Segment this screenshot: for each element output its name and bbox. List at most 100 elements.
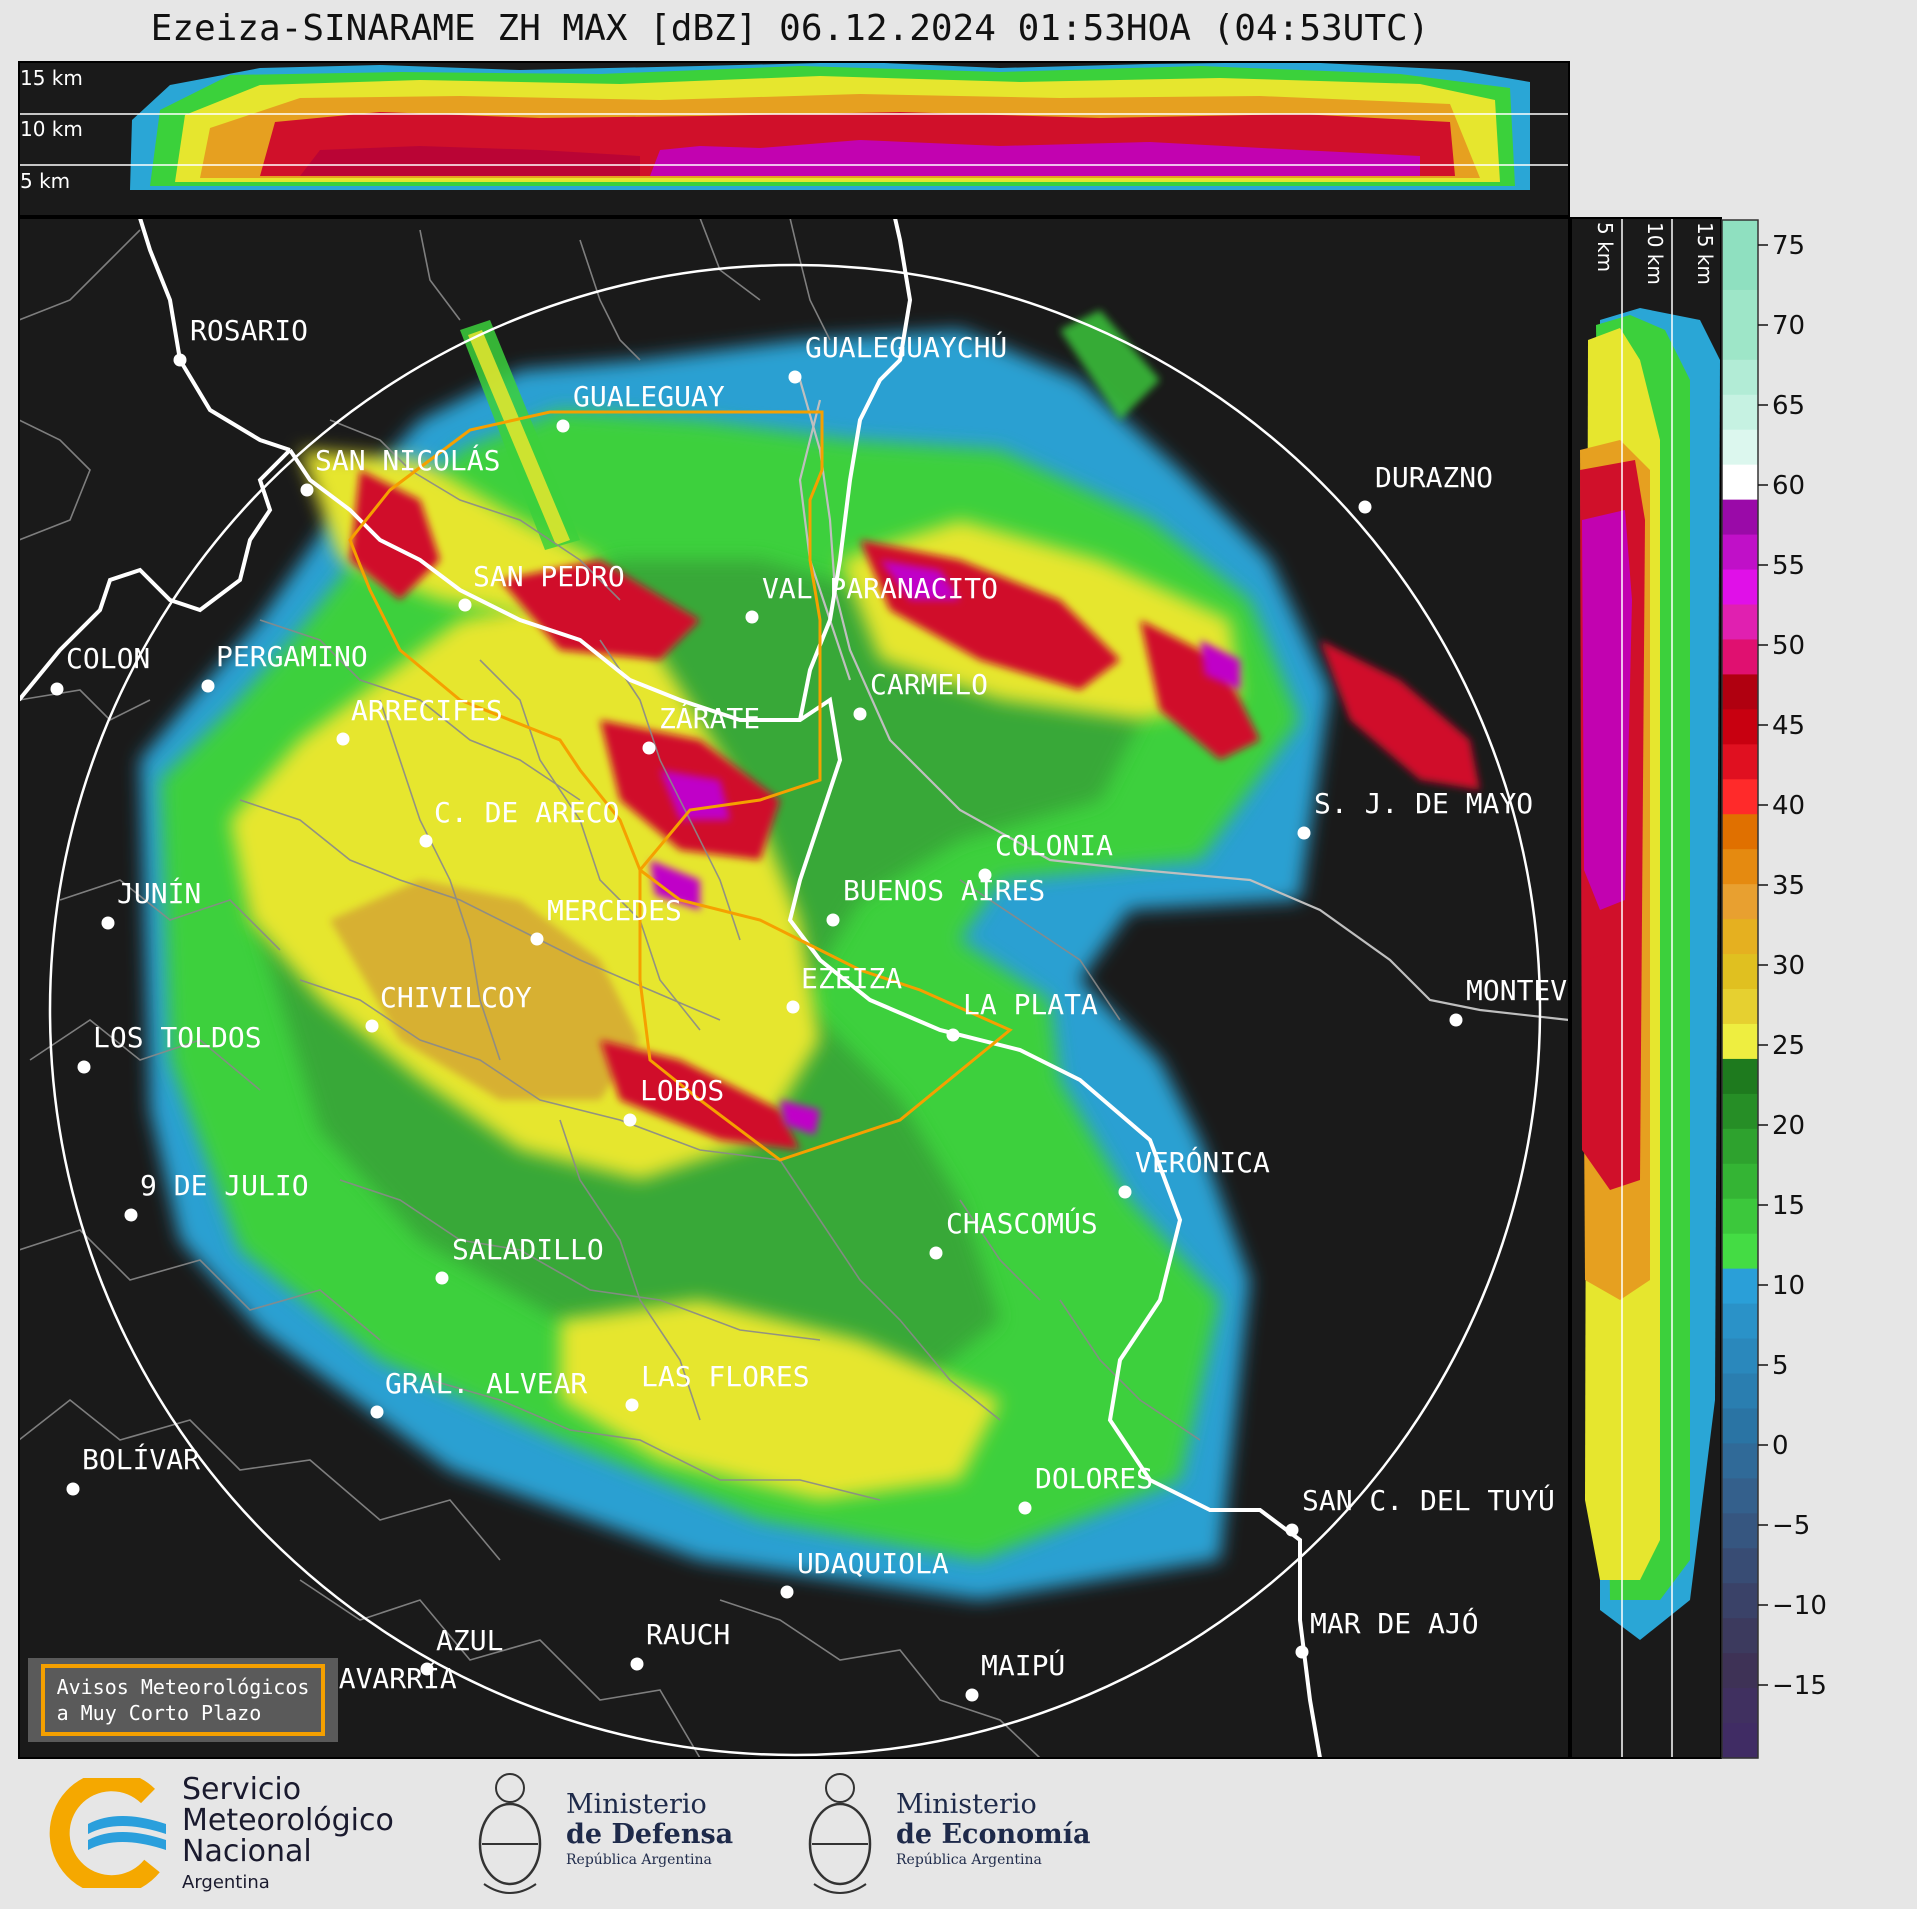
side-height-15km: 15 km (1693, 222, 1717, 285)
city-marker (786, 1000, 800, 1014)
city-marker (1449, 1013, 1463, 1027)
colorbar-swatch (1722, 1198, 1758, 1235)
side-height-10km: 10 km (1643, 222, 1667, 285)
city-label: DOLORES (1035, 1462, 1153, 1495)
city-label: GRAL. ALVEAR (385, 1367, 587, 1400)
city-label: CARMELO (870, 668, 988, 701)
colorbar-swatch (1722, 1338, 1758, 1375)
city-marker (853, 707, 867, 721)
colorbar-tick-label: 40 (1772, 791, 1805, 821)
colorbar-swatch (1722, 1373, 1758, 1410)
economia-line-3: República Argentina (896, 1852, 1042, 1868)
colorbar-swatch (1722, 1093, 1758, 1130)
colorbar-swatch (1722, 1723, 1758, 1759)
city-marker (66, 1482, 80, 1496)
side-cross-section-panel: 5 km 10 km 15 km (1570, 217, 1722, 1759)
colorbar-swatch (1722, 569, 1758, 606)
colorbar-tick-label: 30 (1772, 951, 1805, 981)
colorbar-swatch (1722, 1653, 1758, 1689)
colorbar-swatch (1722, 1688, 1758, 1724)
city-marker (300, 483, 314, 497)
warning-line-1: Avisos Meteorológicos (56, 1675, 310, 1699)
city-label: JUNÍN (117, 876, 201, 910)
city-label: ROSARIO (190, 314, 308, 347)
map-title: Ezeiza-SINARAME ZH MAX [dBZ] 06.12.2024 … (150, 8, 1430, 49)
city-label: SALADILLO (452, 1233, 604, 1266)
colorbar-swatch (1722, 1023, 1758, 1060)
city-marker (1018, 1501, 1032, 1515)
smn-line-1: Servicio (182, 1772, 302, 1807)
city-label: PERGAMINO (216, 640, 368, 673)
city-marker (1295, 1645, 1309, 1659)
footer-logos: Servicio Meteorológico Nacional Argentin… (0, 1760, 1917, 1909)
city-marker (946, 1028, 960, 1042)
top-height-5km: 5 km (20, 169, 70, 193)
colorbar-swatch (1722, 1548, 1758, 1584)
colorbar-swatch (1722, 919, 1758, 955)
colorbar-tick-label: 25 (1772, 1031, 1805, 1061)
city-marker (630, 1657, 644, 1671)
colorbar-swatch (1722, 1408, 1758, 1444)
defensa-shield-icon (470, 1766, 550, 1902)
city-label: CHASCOMÚS (946, 1206, 1098, 1240)
smn-emblem-icon (49, 1771, 166, 1896)
colorbar-swatch (1722, 604, 1758, 641)
radar-map-panel: ROSARIO GUALEGUAYCHÚ GUALEGUAY SAN NICOLÁS D… (18, 217, 1570, 1759)
city-marker (623, 1113, 637, 1127)
city-marker (101, 916, 115, 930)
city-marker (419, 834, 433, 848)
city-marker (780, 1585, 794, 1599)
colorbar-tick-label: 50 (1772, 631, 1805, 661)
smn-line-4: Argentina (182, 1872, 270, 1893)
smn-logo (48, 1771, 168, 1896)
colorbar-tick-label: 60 (1772, 471, 1805, 501)
economia-line-2: de Economía (896, 1819, 1091, 1850)
city-marker (458, 598, 472, 612)
city-marker (365, 1019, 379, 1033)
colorbar-swatch (1722, 709, 1758, 745)
city-marker (556, 419, 570, 433)
city-label: EZEIZA (801, 962, 902, 995)
colorbar-swatch (1722, 220, 1758, 256)
colorbar-swatch (1722, 1303, 1758, 1340)
city-marker (1118, 1185, 1132, 1199)
city-marker (978, 868, 992, 882)
city-marker (173, 353, 187, 367)
colorbar-swatch (1722, 1443, 1758, 1479)
colorbar-swatch (1722, 1583, 1758, 1619)
top-height-15km: 15 km (20, 66, 83, 90)
colorbar-swatch (1722, 1618, 1758, 1654)
city-label: MONTEV (1466, 974, 1567, 1007)
colorbar-swatch (1722, 954, 1758, 990)
city-marker (530, 932, 544, 946)
colorbar-swatch (1722, 499, 1758, 536)
city-label: MAR DE AJÓ (1310, 1606, 1479, 1640)
city-label: MERCEDES (547, 894, 682, 927)
colorbar-tick-label: 15 (1772, 1191, 1805, 1221)
colorbar-swatch (1722, 429, 1758, 466)
city-marker (435, 1271, 449, 1285)
colorbar-swatch (1722, 1268, 1758, 1305)
warning-legend: Avisos Meteorológicos a Muy Corto Plazo (28, 1658, 338, 1742)
defensa-logo-text: Ministerio de Defensa República Argentin… (566, 1790, 733, 1870)
colorbar-swatch (1722, 814, 1758, 850)
smn-line-3: Nacional (182, 1834, 312, 1869)
city-label: GUALEGUAYCHÚ (805, 330, 1007, 364)
colorbar-tick-label: −5 (1772, 1511, 1810, 1541)
colorbar-swatch (1722, 464, 1758, 501)
colorbar-swatch (1722, 849, 1758, 885)
city-label: CHIVILCOY (380, 981, 532, 1014)
colorbar-tick-label: −10 (1772, 1591, 1827, 1621)
colorbar-tick-label: 70 (1772, 311, 1805, 341)
city-marker (77, 1060, 91, 1074)
city-label: LOBOS (640, 1074, 724, 1107)
colorbar-swatch (1722, 1163, 1758, 1200)
city-label: MAIPÚ (981, 1648, 1065, 1682)
colorbar-swatch (1722, 744, 1758, 780)
smn-line-2: Meteorológico (182, 1803, 394, 1838)
city-marker (1297, 826, 1311, 840)
colorbar-swatch (1722, 324, 1758, 361)
colorbar-tick-label: −15 (1772, 1671, 1827, 1701)
